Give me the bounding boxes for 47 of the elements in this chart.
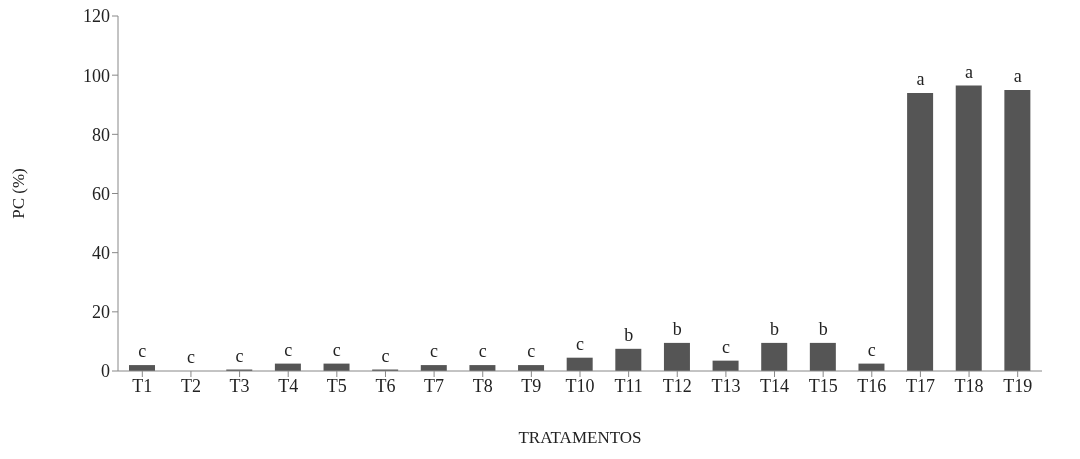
x-tick-label: T14 <box>760 375 790 396</box>
x-tick-label: T11 <box>614 375 643 396</box>
y-tick-label: 20 <box>92 302 110 323</box>
x-tick-label: T2 <box>180 375 201 396</box>
x-tick-label: T16 <box>857 375 887 396</box>
data-label: c <box>138 341 147 362</box>
x-tick-label: T6 <box>375 375 396 396</box>
y-axis-title: PC (%) <box>9 168 29 219</box>
data-label: c <box>332 339 341 360</box>
x-tick-label: T12 <box>662 375 692 396</box>
x-tick-label: T5 <box>326 375 347 396</box>
x-tick-label: T13 <box>711 375 741 396</box>
x-axis-title: TRATAMENTOS <box>518 428 642 447</box>
x-tick-label: T1 <box>132 375 153 396</box>
x-tick-label: T18 <box>954 375 984 396</box>
data-label: c <box>284 339 293 360</box>
x-tick-label: T9 <box>521 375 542 396</box>
x-tick-label: T4 <box>278 375 299 396</box>
data-label: c <box>527 341 536 362</box>
data-label: c <box>381 345 390 366</box>
data-label: c <box>430 341 439 362</box>
data-label: b <box>770 318 780 339</box>
data-label: c <box>867 339 876 360</box>
data-label: a <box>1013 65 1022 86</box>
data-label: a <box>965 61 974 82</box>
x-tick-label: T3 <box>229 375 250 396</box>
y-tick-label: 80 <box>92 124 110 145</box>
data-label: c <box>235 345 244 366</box>
data-label: c <box>576 333 584 354</box>
data-label: b <box>624 324 634 345</box>
x-tick-label: T7 <box>424 375 445 396</box>
y-tick-label: 100 <box>83 65 110 86</box>
y-tick-label: 120 <box>83 6 110 27</box>
data-label: b <box>818 318 828 339</box>
x-tick-label: T8 <box>472 375 493 396</box>
y-tick-label: 0 <box>101 361 110 382</box>
x-tick-label: T15 <box>808 375 838 396</box>
y-tick-label: 40 <box>92 243 110 264</box>
x-tick-label: T19 <box>1003 375 1033 396</box>
data-label: c <box>186 347 195 367</box>
x-tick-label: T10 <box>565 375 595 396</box>
data-label: c <box>721 336 730 357</box>
y-tick-label: 60 <box>92 183 110 204</box>
data-label: c <box>478 341 487 362</box>
data-label: b <box>672 318 682 339</box>
data-label: a <box>916 68 925 89</box>
x-tick-label: T17 <box>905 375 935 396</box>
